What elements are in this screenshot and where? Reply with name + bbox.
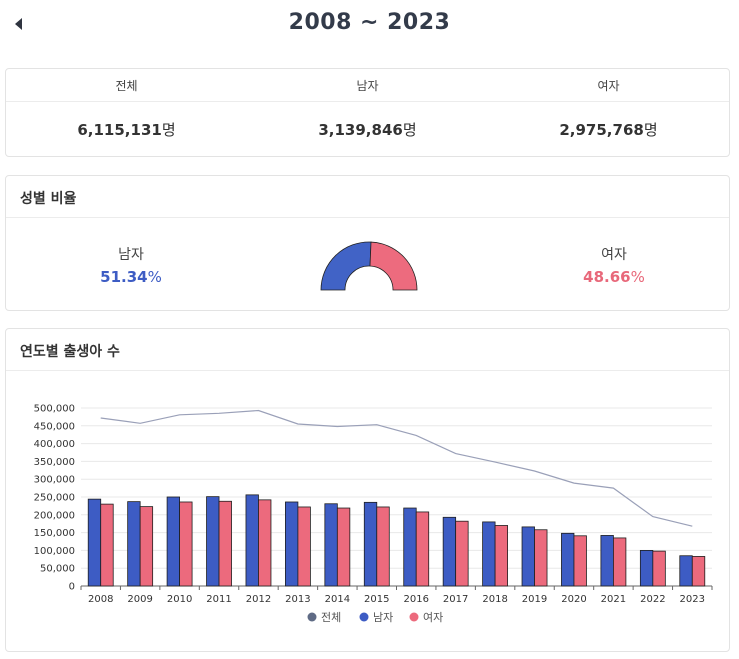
divider — [6, 101, 729, 102]
legend-marker-여자 — [409, 612, 419, 622]
male-ratio: 남자 51.34% — [71, 244, 191, 286]
x-tick-label: 2015 — [364, 594, 389, 605]
total-label: 전체 — [115, 79, 138, 93]
bar-남자-2010 — [166, 496, 180, 587]
bar-여자-2021 — [613, 537, 627, 587]
bar-여자-2008 — [100, 503, 114, 587]
totals-card: 전체 남자 여자 6,115,131명 3,139,846명 2,975,768… — [5, 68, 730, 157]
x-tick-label: 2014 — [325, 594, 350, 605]
bar-남자-2009 — [127, 501, 141, 587]
y-tick-label: 250,000 — [34, 493, 75, 504]
gauge-male-segment — [320, 241, 372, 291]
x-tick-label: 2008 — [88, 594, 113, 605]
bar-여자-2014 — [336, 507, 351, 587]
bar-여자-2010 — [179, 501, 193, 587]
x-tick-label: 2019 — [522, 594, 547, 605]
y-tick-label: 300,000 — [34, 475, 75, 486]
births-chart-card: 연도별 출생아 수 0 50,000 100,000 150,000 200,000 25… — [5, 328, 730, 652]
gauge-female-segment — [369, 241, 418, 291]
bar-여자-2017 — [455, 520, 469, 587]
bar-남자-2015 — [363, 501, 378, 587]
y-tick-label: 400,000 — [34, 439, 75, 450]
y-tick-label: 50,000 — [40, 564, 75, 575]
ratio-title: 성별 비율 — [6, 176, 729, 218]
bar-남자-2014 — [324, 503, 338, 587]
bar-남자-2018 — [482, 521, 496, 587]
x-tick-label: 2012 — [246, 594, 271, 605]
line-전체 — [100, 409, 693, 527]
male-label: 남자 — [356, 79, 379, 93]
bar-여자-2015 — [376, 506, 390, 587]
x-tick-label: 2023 — [680, 594, 705, 605]
female-ratio-value: 48.66% — [583, 268, 645, 286]
y-tick-label: 0 — [69, 582, 75, 593]
y-tick-label: 350,000 — [34, 457, 75, 468]
male-ratio-label: 남자 — [118, 247, 144, 263]
x-tick-label: 2018 — [482, 594, 507, 605]
period-title: 2008 ~ 2023 — [288, 10, 451, 35]
gender-ratio-card: 성별 비율 남자 51.34% 여자 48.66% — [5, 175, 730, 311]
female-ratio: 여자 48.66% — [554, 244, 674, 286]
bar-여자-2018 — [494, 525, 508, 587]
bar-여자-2023 — [691, 556, 706, 587]
x-tick-label: 2013 — [285, 594, 310, 605]
bar-여자-2022 — [652, 550, 666, 587]
bar-여자-2011 — [218, 500, 232, 587]
back-button[interactable] — [12, 16, 28, 32]
x-tick-label: 2017 — [443, 594, 468, 605]
legend-label-여자: 여자 — [423, 611, 443, 624]
male-value: 3,139,846명 — [318, 121, 417, 139]
bar-여자-2019 — [534, 529, 548, 587]
y-tick-label: 450,000 — [34, 421, 75, 432]
x-tick-label: 2020 — [561, 594, 586, 605]
x-tick-label: 2011 — [206, 594, 231, 605]
bar-남자-2013 — [285, 501, 299, 587]
x-tick-label: 2022 — [640, 594, 665, 605]
bar-여자-2013 — [297, 506, 311, 587]
bar-남자-2021 — [600, 535, 614, 587]
y-tick-label: 200,000 — [34, 510, 75, 521]
total-value: 6,115,131명 — [77, 121, 176, 139]
bar-여자-2016 — [415, 511, 430, 587]
births-chart: 0 50,000 100,000 150,000 200,000 250,000 300,0… — [34, 404, 713, 624]
bar-남자-2022 — [639, 549, 654, 587]
female-ratio-label: 여자 — [601, 247, 627, 263]
gender-ratio-gauge — [320, 241, 418, 291]
bar-남자-2016 — [403, 507, 417, 587]
chart-title: 연도별 출생아 수 — [6, 329, 729, 371]
bar-남자-2012 — [245, 494, 259, 587]
bar-여자-2012 — [258, 499, 272, 587]
bar-남자-2008 — [87, 498, 102, 587]
y-tick-label: 500,000 — [34, 404, 75, 415]
bar-남자-2020 — [561, 532, 575, 587]
caret-left-icon — [15, 18, 22, 30]
bar-남자-2017 — [442, 516, 457, 587]
bar-여자-2009 — [139, 506, 154, 587]
y-tick-label: 100,000 — [34, 546, 75, 557]
legend-marker-남자 — [359, 612, 369, 622]
legend-label-남자: 남자 — [373, 611, 393, 624]
female-value: 2,975,768명 — [559, 121, 658, 139]
female-label: 여자 — [597, 79, 620, 93]
bar-남자-2011 — [206, 496, 220, 587]
bar-남자-2019 — [521, 526, 535, 587]
legend-label-전체: 전체 — [321, 611, 341, 624]
x-tick-label: 2010 — [167, 594, 192, 605]
bar-남자-2023 — [679, 555, 693, 587]
bar-여자-2020 — [573, 535, 587, 587]
x-tick-label: 2021 — [601, 594, 626, 605]
y-tick-label: 150,000 — [34, 528, 75, 539]
legend-marker-전체 — [307, 612, 317, 622]
x-tick-label: 2016 — [403, 594, 428, 605]
male-ratio-value: 51.34% — [100, 268, 162, 286]
header: 2008 ~ 2023 — [0, 0, 739, 50]
x-tick-label: 2009 — [127, 594, 152, 605]
